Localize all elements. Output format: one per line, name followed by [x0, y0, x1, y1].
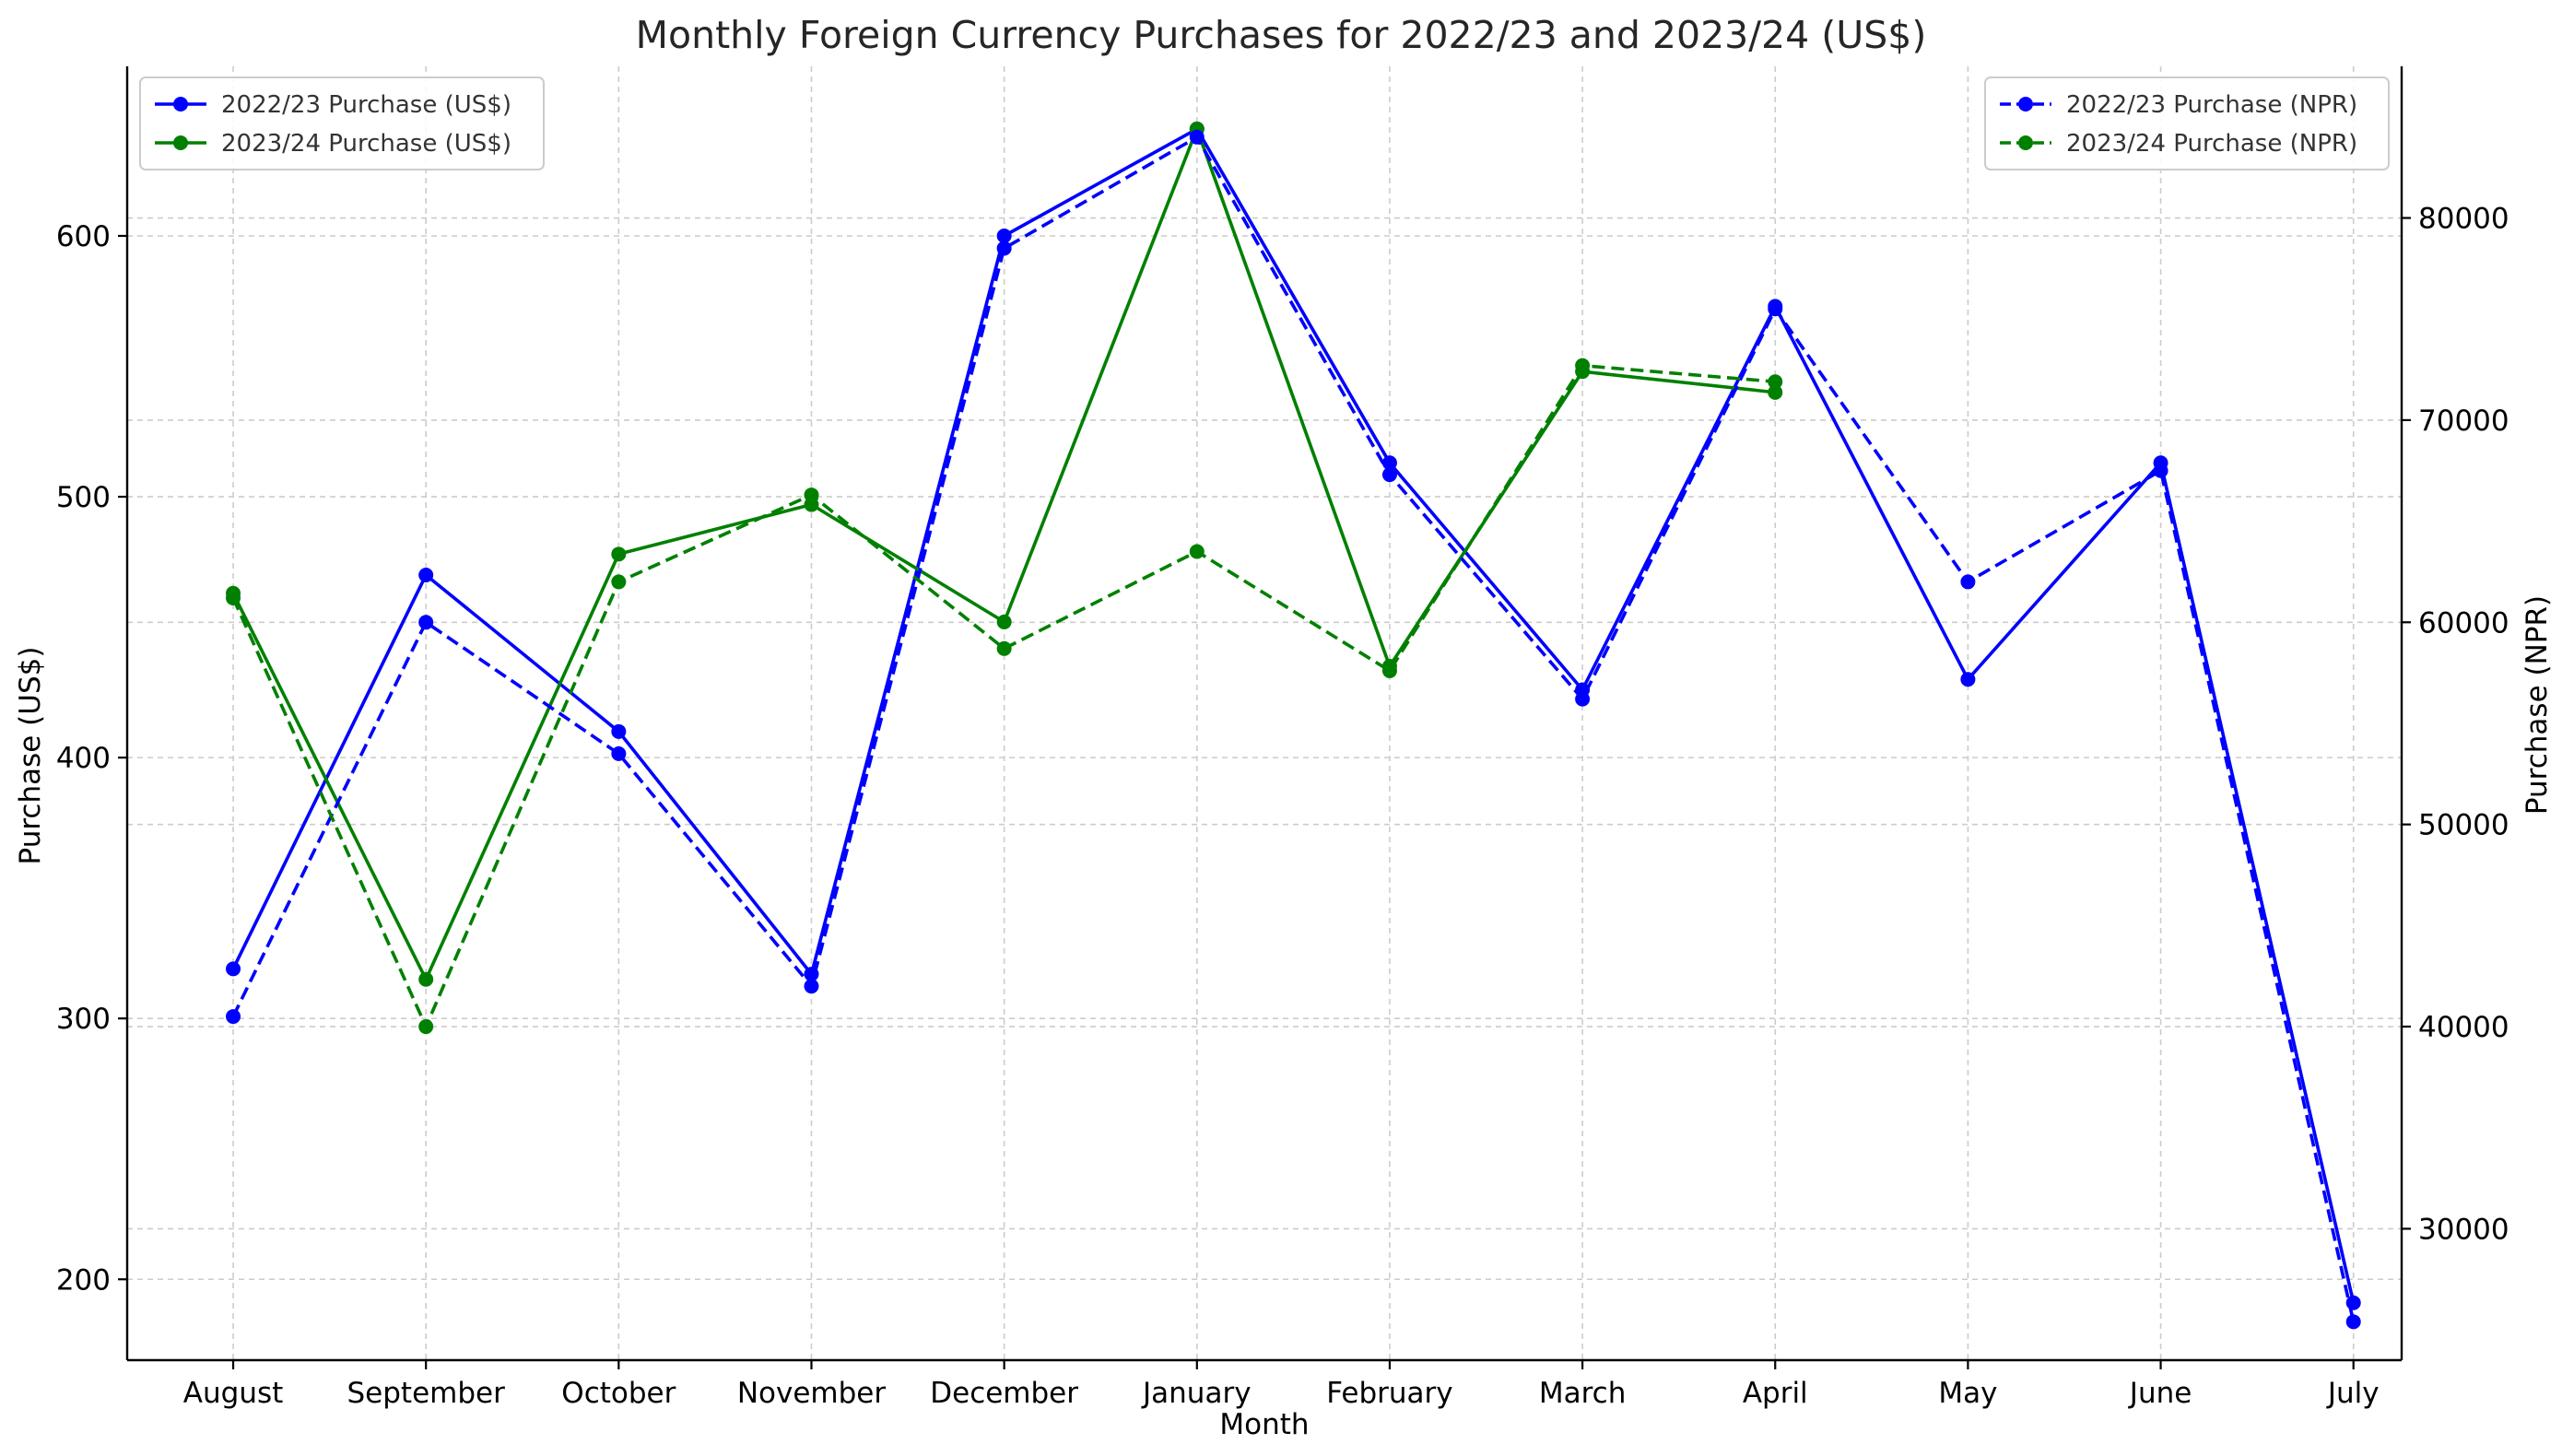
data-point: [418, 971, 434, 987]
series-4: [226, 358, 1783, 1035]
data-point: [1575, 358, 1591, 373]
y2-tick-label: 30000: [2418, 1213, 2509, 1246]
y-tick-label: 600: [56, 220, 111, 253]
data-point: [611, 574, 627, 590]
data-point: [1189, 544, 1205, 559]
y2-tick-label: 80000: [2418, 203, 2509, 236]
x-axis-label: Month: [1219, 1408, 1309, 1441]
legend-marker: [2018, 135, 2033, 150]
axes: August September October November December Ja…: [56, 66, 2509, 1410]
data-point: [226, 590, 241, 605]
data-point: [996, 640, 1012, 656]
x-tick-label: April: [1743, 1377, 1808, 1410]
x-tick-label: June: [2128, 1377, 2192, 1410]
series-line: [231, 127, 2356, 1304]
legend-label: 2022/23 Purchase (US$): [221, 91, 511, 119]
legend-left: 2022/23 Purchase (US$) 2023/24 Purchase (…: [139, 76, 545, 170]
x-tick-label: December: [930, 1377, 1078, 1410]
data-point: [804, 979, 819, 994]
series-line: [231, 363, 1776, 1028]
y2-tick-label: 60000: [2418, 606, 2509, 640]
data-point: [611, 746, 627, 761]
data-point: [1960, 672, 1976, 687]
legend-label: 2023/24 Purchase (NPR): [2066, 130, 2357, 158]
data-point: [1381, 467, 1397, 483]
legend-item: 2023/24 Purchase (NPR): [2000, 130, 2357, 158]
legend-right: 2022/23 Purchase (NPR) 2023/24 Purchase (…: [1984, 76, 2390, 170]
legend-box: [139, 76, 545, 170]
legend-marker: [173, 97, 188, 112]
y2-tick-label: 70000: [2418, 405, 2509, 438]
data-point: [1768, 301, 1783, 317]
legend-label: 2022/23 Purchase (NPR): [2066, 91, 2357, 119]
data-point: [1189, 129, 1205, 145]
y2-tick-label: 40000: [2418, 1011, 2509, 1044]
data-point: [1960, 574, 1976, 590]
data-point: [1768, 384, 1783, 400]
data-point: [418, 615, 434, 630]
data-point: [1768, 374, 1783, 390]
y-tick-label: 200: [56, 1263, 111, 1297]
data-point: [611, 546, 627, 562]
legend-item: 2023/24 Purchase (US$): [155, 130, 511, 158]
data-point: [418, 1019, 434, 1035]
legend-marker: [173, 135, 188, 150]
y-tick-label: 500: [56, 481, 111, 514]
x-tick-label: May: [1938, 1377, 1997, 1410]
x-tick-label: November: [737, 1377, 887, 1410]
y-axis-label: Purchase (US$): [14, 647, 47, 865]
data-point: [996, 614, 1012, 629]
legend-item: 2022/23 Purchase (US$): [155, 91, 511, 119]
data-point: [226, 961, 241, 977]
series-3: [226, 129, 2361, 1330]
data-point: [2153, 463, 2168, 478]
legend-label: 2023/24 Purchase (US$): [221, 130, 511, 158]
grid: [127, 66, 2402, 1360]
legend-box: [1984, 76, 2390, 170]
series-layer: [226, 121, 2361, 1330]
x-tick-label: January: [1141, 1377, 1252, 1410]
data-point: [226, 1009, 241, 1025]
data-point: [418, 567, 434, 582]
data-point: [996, 241, 1012, 256]
legend-item: 2022/23 Purchase (NPR): [2000, 91, 2357, 119]
data-point: [2345, 1295, 2361, 1310]
x-tick-label: March: [1539, 1377, 1627, 1410]
data-point: [1381, 663, 1397, 678]
legend-marker: [2018, 97, 2033, 112]
data-point: [996, 228, 1012, 243]
data-point: [1381, 455, 1397, 471]
y2-tick-label: 50000: [2418, 809, 2509, 842]
chart-title: Monthly Foreign Currency Purchases for 2…: [636, 13, 1927, 57]
x-tick-label: July: [2326, 1377, 2380, 1410]
y-tick-label: 400: [56, 742, 111, 775]
data-point: [1575, 691, 1591, 707]
x-tick-label: September: [347, 1377, 506, 1410]
y2-axis-label: Purchase (NPR): [2521, 595, 2554, 815]
y-tick-label: 300: [56, 1003, 111, 1036]
x-tick-label: August: [183, 1377, 284, 1410]
data-point: [804, 487, 819, 503]
data-point: [611, 723, 627, 739]
data-point: [2345, 1314, 2361, 1330]
x-tick-label: February: [1326, 1377, 1452, 1410]
series-line: [231, 135, 2356, 1322]
x-tick-label: October: [561, 1377, 676, 1410]
